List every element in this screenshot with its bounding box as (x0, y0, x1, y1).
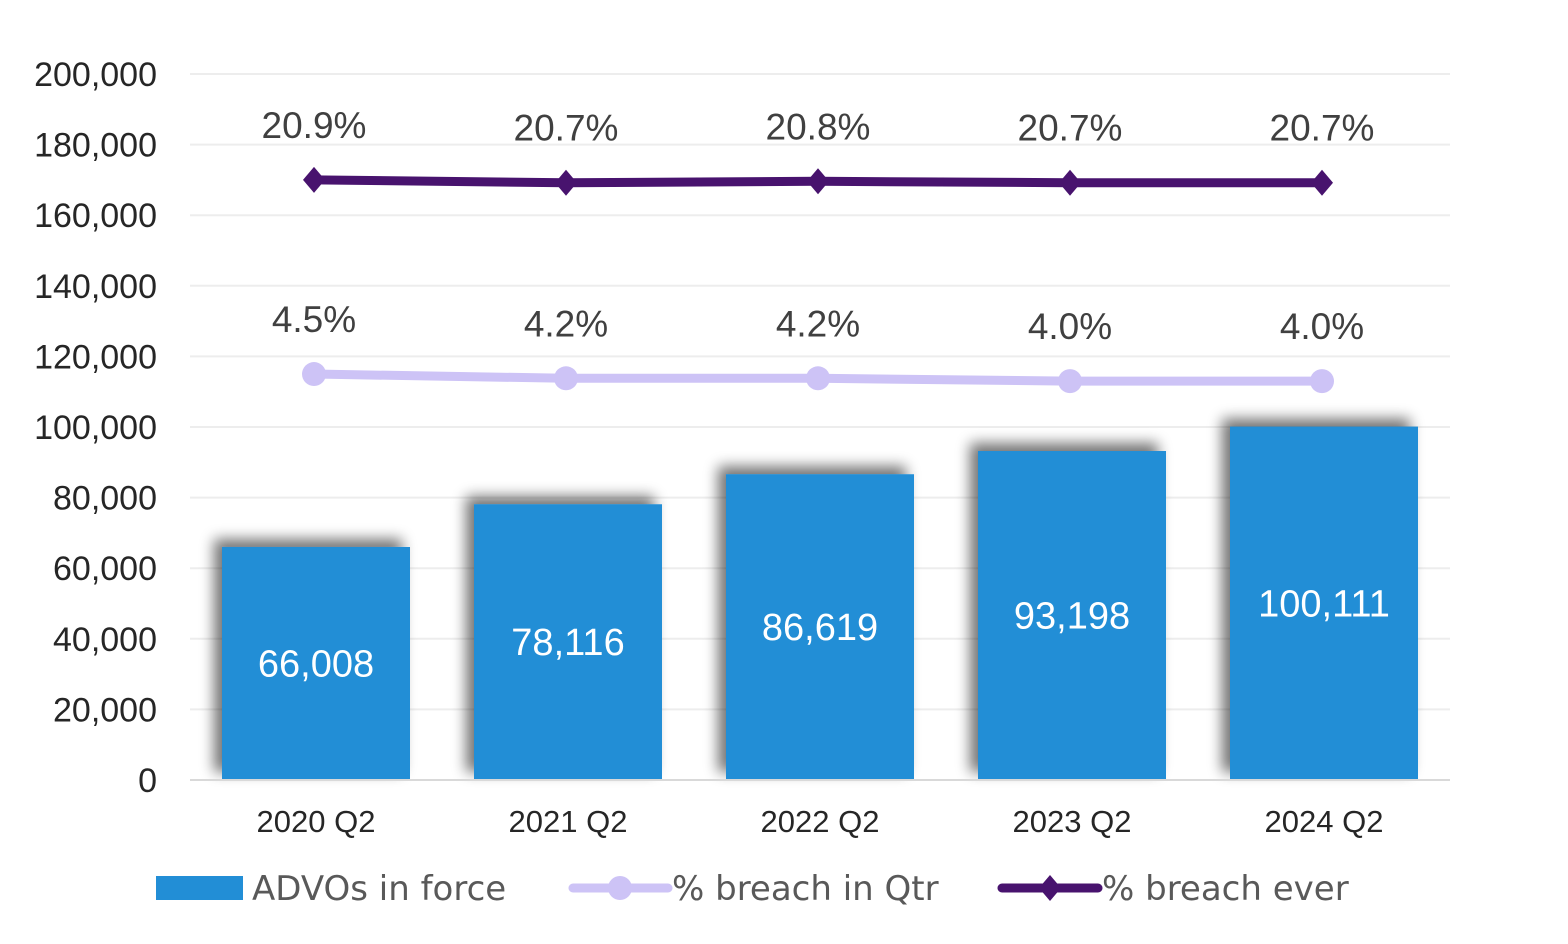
bar (726, 474, 914, 780)
x-tick-label: 2023 Q2 (1013, 804, 1132, 839)
marker-breach-in-qtr (806, 366, 830, 391)
bar-data-label: 93,198 (1014, 596, 1130, 638)
y-tick-label: 120,000 (34, 338, 157, 376)
marker-breach-in-qtr (1310, 369, 1334, 394)
legend-marker-breach-in-qtr (608, 876, 632, 900)
y-axis: 0 20,000 40,000 60,000 80,000 100,000 120,000 1… (34, 56, 157, 800)
y-tick-label: 140,000 (34, 268, 157, 306)
y-tick-label: 60,000 (53, 550, 157, 588)
y-tick-label: 200,000 (34, 56, 157, 94)
marker-breach-ever (1311, 169, 1333, 196)
x-tick-label: 2021 Q2 (509, 804, 628, 839)
x-tick-label: 2020 Q2 (257, 804, 376, 839)
bar-data-label: 78,116 (511, 622, 624, 664)
legend-label-advos: ADVOs in force (252, 869, 506, 909)
data-label-breach-ever: 20.7% (1270, 108, 1375, 149)
marker-breach-in-qtr (554, 366, 578, 391)
bar-data-label: 100,111 (1258, 583, 1390, 625)
marker-breach-in-qtr (302, 362, 326, 387)
data-label-breach-ever: 20.7% (514, 108, 619, 149)
data-label-breach-ever: 20.8% (766, 106, 871, 147)
bar-data-label: 86,619 (762, 607, 878, 649)
marker-breach-ever (303, 166, 325, 193)
data-label-breach-ever: 20.7% (1018, 108, 1123, 149)
marker-breach-ever (555, 169, 577, 196)
y-tick-label: 0 (138, 762, 157, 800)
bar (474, 504, 662, 780)
y-tick-label: 180,000 (34, 127, 157, 165)
marker-breach-in-qtr (1058, 369, 1082, 394)
y-tick-label: 40,000 (53, 621, 157, 659)
bar (978, 451, 1166, 780)
y-tick-label: 20,000 (53, 691, 157, 729)
marker-breach-ever (807, 168, 829, 195)
bar-series-advos: 66,008 78,116 86,619 93,198 100,111 (222, 426, 1418, 780)
bar (222, 546, 410, 780)
line-series: 4.5% 4.2% 4.2% 4.0% 4.0% 20.9% 20.7% 20.8% 20.7%… (262, 105, 1375, 394)
bar-data-label: 66,008 (258, 643, 374, 685)
data-label-breach-ever: 20.9% (262, 105, 367, 146)
x-tick-label: 2022 Q2 (761, 804, 880, 839)
y-tick-label: 160,000 (34, 197, 157, 235)
bar (1230, 426, 1418, 780)
legend-swatch-advos (156, 876, 243, 900)
data-label-breach-in-qtr: 4.5% (272, 299, 356, 340)
marker-breach-ever (1059, 169, 1081, 196)
data-label-breach-in-qtr: 4.2% (776, 303, 860, 344)
data-label-breach-in-qtr: 4.2% (524, 303, 608, 344)
legend-label-breach-ever: % breach ever (1102, 869, 1349, 909)
legend: ADVOs in force % breach in Qtr % breach ev… (156, 869, 1349, 909)
y-tick-label: 100,000 (34, 409, 157, 447)
data-label-breach-in-qtr: 4.0% (1028, 306, 1112, 347)
legend-marker-breach-ever (1039, 875, 1061, 901)
data-label-breach-in-qtr: 4.0% (1280, 306, 1364, 347)
x-tick-label: 2024 Q2 (1265, 804, 1384, 839)
legend-label-breach-in-qtr: % breach in Qtr (672, 869, 939, 909)
x-axis: 2020 Q2 2021 Q2 2022 Q2 2023 Q2 2024 Q2 (257, 804, 1384, 839)
y-tick-label: 80,000 (53, 480, 157, 518)
